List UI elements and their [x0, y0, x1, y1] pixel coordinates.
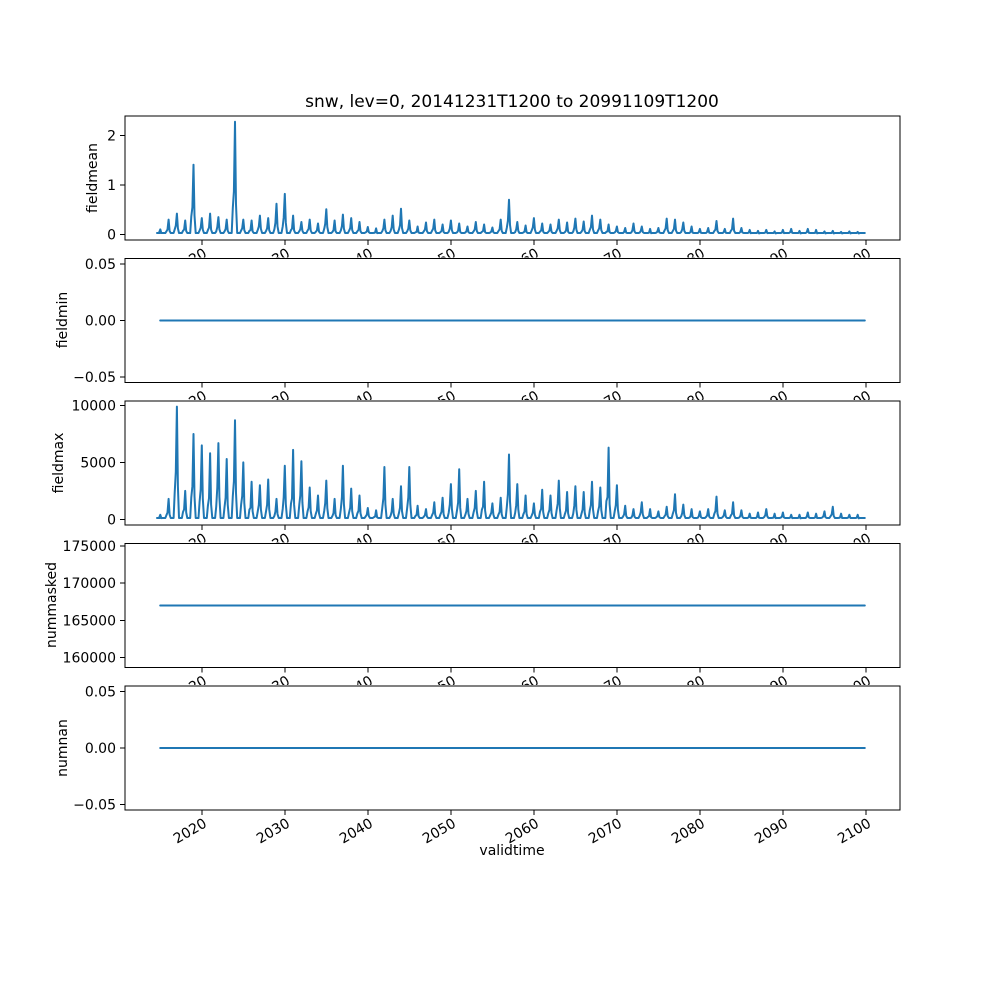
x-tick-label: 2080 — [669, 531, 708, 563]
x-tick-label: 2050 — [420, 246, 459, 278]
x-tick-label: 2070 — [586, 246, 625, 278]
subplot-fieldmin: −0.05 0.00 0.05 2020 2030 2040 2050 2060 2070 208… — [73, 257, 901, 420]
x-tick-label: 2020 — [171, 531, 210, 563]
x-tick-label: 2040 — [337, 388, 376, 420]
x-axis-label: validtime — [479, 843, 545, 859]
y-axis-label-fieldmax: fieldmax — [51, 432, 67, 494]
x-tick-label: 2070 — [586, 816, 625, 848]
x-tick-label: 2080 — [669, 816, 708, 848]
x-tick-label: 2090 — [752, 816, 791, 848]
data-line-fieldmean — [156, 120, 866, 235]
x-tick-label: 2060 — [503, 388, 542, 420]
y-tick-label: 170000 — [63, 576, 116, 592]
x-tick-label: 2030 — [254, 246, 293, 278]
x-tick-label: 2030 — [254, 388, 293, 420]
x-tick-label: 2030 — [254, 673, 293, 705]
x-ticks — [201, 810, 867, 815]
y-tick-label: 1 — [107, 178, 116, 194]
x-tick-label: 2020 — [171, 388, 210, 420]
x-tick-label: 2070 — [586, 388, 625, 420]
x-ticks — [201, 382, 867, 388]
y-tick-label: 0.05 — [85, 257, 116, 273]
y-tick-label: 10000 — [71, 398, 116, 414]
y-tick-label: 175000 — [63, 539, 116, 555]
x-tick-label: 2020 — [171, 816, 210, 848]
x-tick-label: 2060 — [503, 531, 542, 563]
y-ticks — [120, 263, 125, 378]
y-tick-label: 0 — [107, 512, 116, 528]
y-tick-label: 0.00 — [85, 314, 116, 330]
data-line-fieldmax — [156, 405, 866, 520]
x-tick-label: 2100 — [835, 816, 874, 848]
axes-border — [124, 542, 901, 669]
x-tick-label: 2040 — [337, 673, 376, 705]
x-tick-label: 2090 — [752, 531, 791, 563]
y-tick-label: 5000 — [80, 455, 116, 471]
x-tick-label: 2050 — [420, 531, 459, 563]
y-ticks — [120, 404, 125, 520]
y-ticks — [120, 691, 125, 805]
x-tick-label: 2080 — [669, 246, 708, 278]
subplot-fieldmean: 0 1 2 2020 2030 2040 2050 2060 2070 2080 2090 2100 — [107, 115, 901, 278]
x-tick-label: 2020 — [171, 246, 210, 278]
x-tick-label: 2070 — [586, 531, 625, 563]
axes-border — [124, 400, 901, 526]
x-tick-label: 2100 — [835, 388, 874, 420]
x-tick-label: 2080 — [669, 673, 708, 705]
y-tick-label: 2 — [107, 129, 116, 145]
x-tick-labels: 2020 2030 2040 2050 2060 2070 2080 2090 2100 — [171, 246, 874, 278]
x-tick-label: 2040 — [337, 246, 376, 278]
x-tick-label: 2100 — [835, 246, 874, 278]
y-ticks — [120, 135, 125, 235]
y-axis-label-fieldmean: fieldmean — [85, 143, 101, 213]
y-tick-label: 0 — [107, 227, 116, 243]
x-ticks — [201, 240, 867, 245]
x-tick-labels: 2020 2030 2040 2050 2060 2070 2080 2090 2100 — [171, 673, 874, 705]
y-axis-label-nummasked: nummasked — [44, 561, 60, 649]
x-tick-label: 2090 — [752, 673, 791, 705]
axes-border — [124, 115, 901, 241]
y-tick-label: 0.00 — [85, 741, 116, 757]
x-tick-label: 2080 — [669, 388, 708, 420]
plot-title: snw, lev=0, 20141231T1200 to 20991109T12… — [305, 92, 719, 112]
y-tick-label: 160000 — [63, 650, 116, 666]
x-tick-labels: 2020 2030 2040 2050 2060 2070 2080 2090 2100 — [171, 388, 874, 420]
x-tick-label: 2040 — [337, 816, 376, 848]
x-tick-label: 2060 — [503, 246, 542, 278]
y-tick-label: 165000 — [63, 613, 116, 629]
y-tick-label: 0.05 — [85, 685, 116, 701]
x-tick-label: 2040 — [337, 531, 376, 563]
subplot-nummasked: 160000 165000 170000 175000 2020 2030 2040 2050… — [63, 539, 901, 705]
x-tick-label: 2090 — [752, 388, 791, 420]
x-tick-label: 2060 — [503, 673, 542, 705]
x-tick-label: 2100 — [835, 531, 874, 563]
y-tick-label: −0.05 — [73, 797, 116, 813]
y-axis-label-fieldmin: fieldmin — [55, 291, 71, 349]
y-ticks — [120, 545, 125, 658]
x-tick-label: 2050 — [420, 388, 459, 420]
x-tick-label: 2050 — [420, 673, 459, 705]
x-tick-labels: 2020 2030 2040 2050 2060 2070 2080 2090 2100 — [171, 531, 874, 563]
x-tick-label: 2070 — [586, 673, 625, 705]
x-ticks — [201, 667, 867, 673]
x-tick-label: 2100 — [835, 673, 874, 705]
x-tick-label: 2050 — [420, 816, 459, 848]
y-axis-label-numnan: numnan — [55, 719, 71, 777]
x-tick-label: 2030 — [254, 531, 293, 563]
x-tick-label: 2090 — [752, 246, 791, 278]
x-ticks — [201, 525, 867, 530]
x-tick-label: 2020 — [171, 673, 210, 705]
y-tick-label: −0.05 — [73, 370, 116, 386]
x-tick-label: 2030 — [254, 816, 293, 848]
